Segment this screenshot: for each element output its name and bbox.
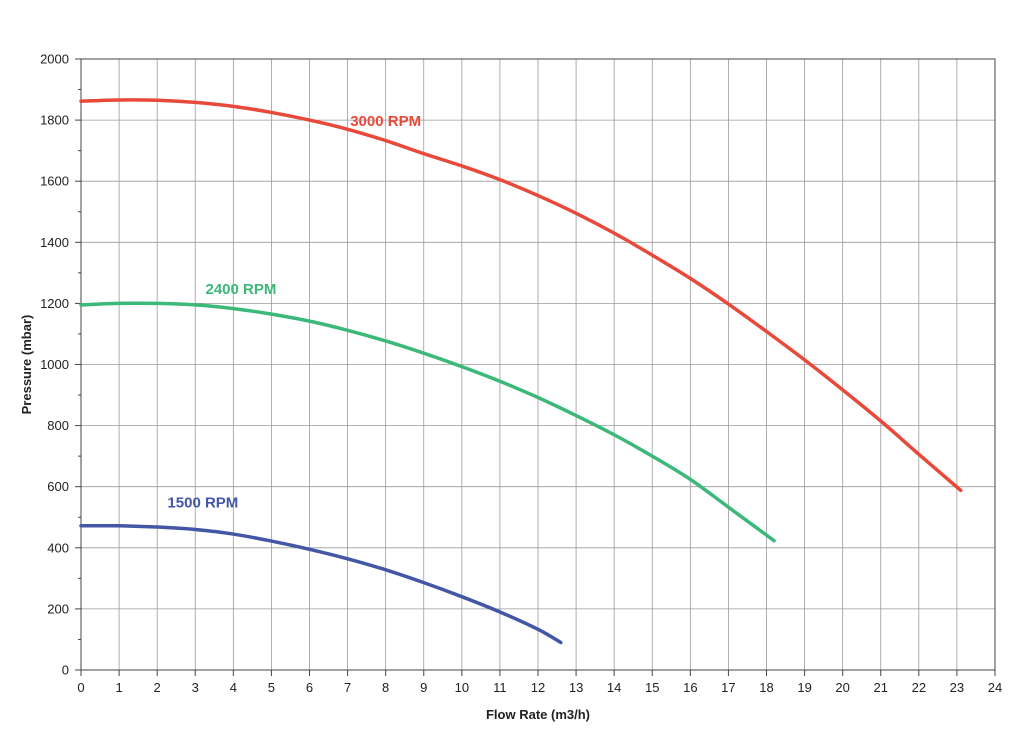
y-tick-label: 600 bbox=[47, 479, 69, 494]
x-tick-label: 21 bbox=[874, 680, 888, 695]
x-tick-label: 10 bbox=[455, 680, 469, 695]
x-axis-tick-labels: 0 1 2 3 4 5 6 7 8 9 10 11 12 13 14 15 16 17 18 19 20 21 22 23 24 bbox=[77, 680, 1002, 695]
y-tick-label: 1000 bbox=[40, 357, 69, 372]
series-line-2400-rpm bbox=[79, 301, 776, 543]
x-tick-label: 17 bbox=[721, 680, 735, 695]
x-tick-label: 8 bbox=[382, 680, 389, 695]
grid bbox=[80, 58, 996, 671]
x-tick-label: 1 bbox=[115, 680, 122, 695]
x-tick-label: 18 bbox=[759, 680, 773, 695]
x-tick-label: 23 bbox=[950, 680, 964, 695]
y-tick-label: 1800 bbox=[40, 113, 69, 128]
y-tick-label: 1400 bbox=[40, 235, 69, 250]
x-tick-label: 7 bbox=[344, 680, 351, 695]
axis-ticks bbox=[75, 58, 996, 676]
x-tick-label: 9 bbox=[420, 680, 427, 695]
x-tick-label: 11 bbox=[493, 680, 507, 695]
series-label-3000-rpm: 3000 RPM bbox=[350, 113, 421, 130]
x-tick-label: 14 bbox=[607, 680, 621, 695]
x-tick-label: 19 bbox=[797, 680, 811, 695]
series-label-1500-rpm: 1500 RPM bbox=[167, 494, 238, 511]
x-tick-label: 5 bbox=[268, 680, 275, 695]
x-tick-label: 22 bbox=[912, 680, 926, 695]
x-tick-label: 0 bbox=[77, 680, 84, 695]
y-tick-label: 2000 bbox=[40, 52, 69, 67]
y-tick-label: 1600 bbox=[40, 174, 69, 189]
y-axis-title: Pressure (mbar) bbox=[19, 315, 34, 415]
x-tick-label: 13 bbox=[569, 680, 583, 695]
series-labels: 3000 RPM 2400 RPM 1500 RPM bbox=[167, 113, 421, 511]
x-tick-label: 6 bbox=[306, 680, 313, 695]
series-line-1500-rpm bbox=[79, 523, 563, 645]
x-tick-label: 16 bbox=[683, 680, 697, 695]
x-tick-label: 4 bbox=[230, 680, 237, 695]
series-label-2400-rpm: 2400 RPM bbox=[206, 281, 277, 298]
y-tick-label: 1200 bbox=[40, 296, 69, 311]
y-tick-label: 200 bbox=[47, 601, 69, 616]
x-tick-label: 20 bbox=[835, 680, 849, 695]
x-tick-label: 24 bbox=[988, 680, 1002, 695]
x-tick-label: 12 bbox=[531, 680, 545, 695]
series-line-3000-rpm bbox=[79, 98, 963, 493]
y-axis-tick-labels: 0 200 400 600 800 1000 1200 1400 1600 1800 2000 bbox=[40, 52, 69, 678]
y-tick-label: 0 bbox=[62, 663, 69, 678]
x-tick-label: 3 bbox=[192, 680, 199, 695]
x-tick-label: 2 bbox=[154, 680, 161, 695]
y-tick-label: 400 bbox=[47, 540, 69, 555]
series-lines bbox=[79, 98, 963, 645]
y-tick-label: 800 bbox=[47, 418, 69, 433]
x-axis-title: Flow Rate (m3/h) bbox=[486, 707, 590, 722]
x-tick-label: 15 bbox=[645, 680, 659, 695]
